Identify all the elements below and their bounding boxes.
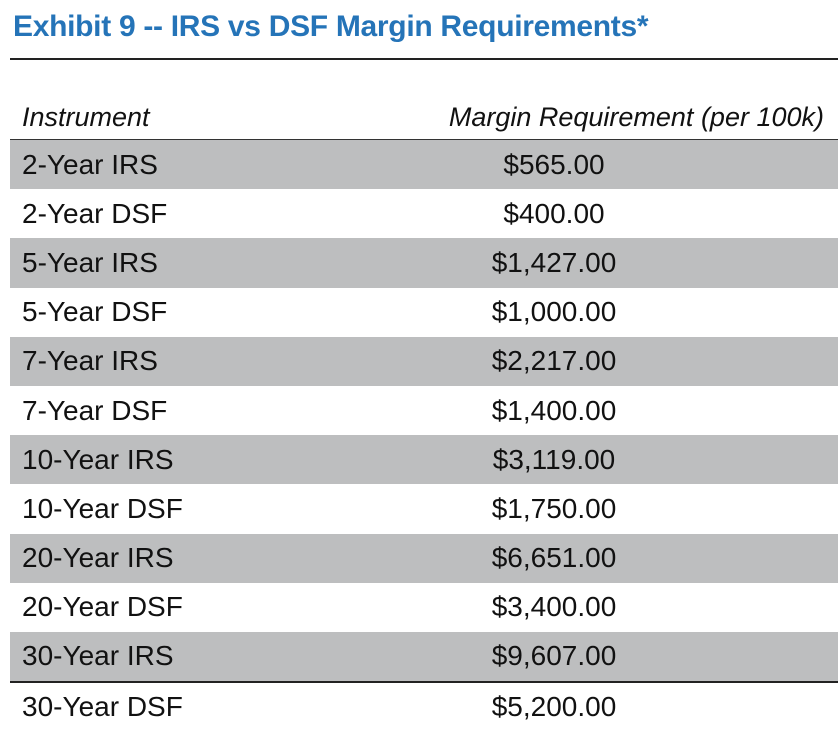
margin-cell: $2,217.00: [491, 345, 617, 377]
table-row: 2-Year DSF $400.00: [10, 189, 838, 238]
table-row: 7-Year IRS $2,217.00: [10, 336, 838, 386]
table-header: Instrument Margin Requirement (per 100k): [10, 95, 838, 140]
margin-cell: $5,200.00: [491, 690, 617, 722]
instrument-cell: 2-Year IRS: [22, 148, 158, 180]
table-row: 5-Year DSF $1,000.00: [10, 288, 838, 337]
instrument-cell: 10-Year IRS: [22, 443, 174, 475]
header-instrument: Instrument: [22, 102, 150, 132]
table-row: 7-Year DSF $1,400.00: [10, 386, 838, 435]
margin-cell: $3,119.00: [492, 443, 616, 475]
margin-cell: $9,607.00: [491, 640, 617, 672]
header-margin-requirement: Margin Requirement (per 100k): [448, 102, 824, 132]
instrument-cell: 20-Year IRS: [22, 542, 174, 574]
instrument-cell: 10-Year DSF: [22, 492, 183, 524]
instrument-cell: 5-Year IRS: [22, 246, 158, 278]
table-row: 20-Year IRS $6,651.00: [10, 533, 838, 583]
margin-cell: $3,400.00: [491, 591, 617, 623]
exhibit-title: Exhibit 9 -- IRS vs DSF Margin Requireme…: [13, 10, 649, 43]
table-row: 10-Year IRS $3,119.00: [10, 435, 838, 485]
title-divider: [10, 58, 838, 60]
table-row: 2-Year IRS $565.00: [10, 140, 838, 190]
margin-cell: $1,427.00: [491, 246, 617, 278]
table-row: 10-Year DSF $1,750.00: [10, 484, 838, 533]
table-row: 30-Year IRS $9,607.00: [10, 631, 838, 682]
margin-cell: $1,400.00: [491, 394, 617, 426]
instrument-cell: 5-Year DSF: [22, 296, 168, 328]
instrument-cell: 2-Year DSF: [22, 197, 168, 229]
table-row: 5-Year IRS $1,427.00: [10, 238, 838, 288]
table-row: 20-Year DSF $3,400.00: [10, 583, 838, 632]
instrument-cell: 7-Year DSF: [22, 394, 168, 426]
margin-cell: $6,651.00: [491, 542, 617, 574]
instrument-cell: 30-Year IRS: [22, 640, 174, 672]
instrument-cell: 7-Year IRS: [22, 345, 158, 377]
margin-table: Instrument Margin Requirement (per 100k)…: [10, 95, 838, 730]
instrument-cell: 20-Year DSF: [22, 591, 183, 623]
table-row: 30-Year DSF $5,200.00: [10, 681, 838, 730]
margin-cell: $400.00: [503, 197, 605, 229]
margin-cell: $565.00: [503, 148, 605, 180]
margin-cell: $1,750.00: [491, 492, 617, 524]
margin-cell: $1,000.00: [491, 296, 617, 328]
instrument-cell: 30-Year DSF: [22, 690, 183, 722]
